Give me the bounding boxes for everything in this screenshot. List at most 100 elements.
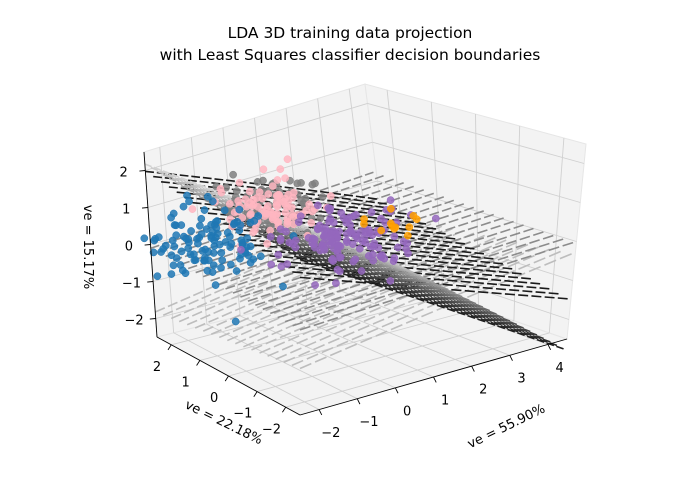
surface-segment [511, 272, 522, 275]
surface-segment [491, 247, 503, 255]
surface-segment [403, 278, 412, 283]
surface-segment [516, 328, 525, 333]
surface-segment [506, 324, 515, 329]
surface-segment [281, 344, 294, 351]
data-point [272, 201, 281, 210]
surface-segment [416, 297, 425, 302]
surface-segment [471, 255, 481, 259]
surface-segment [526, 286, 537, 289]
surface-segment [529, 239, 540, 244]
surface-segment [283, 305, 294, 310]
surface-segment [339, 200, 349, 204]
surface-segment [256, 262, 267, 269]
surface-segment [257, 282, 268, 289]
y-tick [224, 375, 229, 382]
surface-segment [436, 304, 445, 309]
surface-segment [202, 187, 210, 192]
surface-segment [223, 252, 234, 258]
surface-segment [361, 276, 371, 281]
surface-segment [342, 331, 355, 338]
data-point [311, 179, 319, 188]
surface-segment [290, 261, 302, 265]
surface-segment [338, 265, 348, 270]
surface-segment [334, 328, 346, 335]
surface-segment [342, 179, 352, 184]
surface-segment [467, 310, 476, 315]
surface-segment [406, 278, 415, 283]
surface-segment [446, 296, 455, 301]
surface-segment [346, 249, 355, 254]
surface-segment [361, 283, 373, 290]
surface-segment [298, 238, 307, 244]
data-point [279, 282, 287, 291]
surface-segment [394, 182, 404, 187]
surface-segment [321, 265, 330, 271]
surface-segment [202, 176, 212, 180]
surface-segment [472, 303, 481, 308]
surface-segment [357, 276, 367, 281]
surface-segment [232, 289, 243, 294]
surface-segment [509, 321, 518, 326]
data-point [190, 250, 198, 259]
surface-segment [464, 311, 473, 316]
x-axis-label: ve = 55.90% [465, 402, 547, 452]
surface-segment [367, 263, 376, 269]
surface-segment [360, 256, 369, 261]
surface-segment [425, 273, 436, 276]
surface-segment [258, 280, 269, 286]
surface-segment [345, 268, 354, 273]
surface-segment [363, 271, 372, 277]
surface-segment [313, 277, 325, 281]
surface-segment [277, 313, 288, 319]
surface-segment [343, 249, 352, 254]
surface-segment [299, 276, 311, 280]
surface-segment [268, 297, 279, 302]
surface-segment [320, 280, 331, 285]
data-point [235, 226, 244, 235]
data-point [369, 250, 377, 259]
data-point [333, 265, 342, 274]
surface-segment [270, 276, 281, 282]
surface-segment [321, 346, 334, 354]
surface-segment [375, 205, 385, 209]
surface-segment [313, 310, 326, 317]
surface-segment [420, 254, 432, 259]
data-point [193, 235, 201, 243]
surface-segment [218, 194, 226, 200]
surface-segment [218, 299, 229, 306]
surface-segment [451, 288, 462, 292]
surface-segment [345, 343, 358, 350]
data-point [329, 257, 337, 265]
surface-segment [224, 323, 236, 330]
surface-segment [275, 353, 288, 360]
surface-segment [445, 226, 456, 231]
surface-segment [171, 173, 179, 178]
surface-segment [357, 324, 370, 332]
surface-segment [393, 271, 402, 276]
surface-segment [331, 183, 340, 188]
surface-segment [431, 225, 443, 232]
surface-segment [420, 285, 429, 290]
surface-segment [195, 268, 205, 274]
surface-segment [360, 260, 369, 265]
surface-segment [196, 184, 204, 189]
surface-segment [460, 280, 471, 284]
surface-segment [295, 231, 304, 236]
surface-segment [417, 237, 428, 241]
surface-segment [229, 314, 241, 321]
data-point [259, 165, 268, 174]
surface-segment [474, 252, 485, 255]
surface-segment [501, 247, 513, 253]
surface-segment [207, 187, 216, 192]
surface-segment [366, 205, 377, 210]
surface-segment [500, 325, 509, 330]
surface-segment [513, 324, 521, 329]
surface-segment [458, 296, 467, 301]
surface-segment [410, 289, 419, 294]
surface-segment [188, 299, 199, 305]
data-point [262, 205, 271, 213]
data-point [272, 211, 280, 220]
data-point [223, 228, 232, 237]
surface-segment [358, 211, 368, 214]
surface-segment [313, 258, 323, 263]
